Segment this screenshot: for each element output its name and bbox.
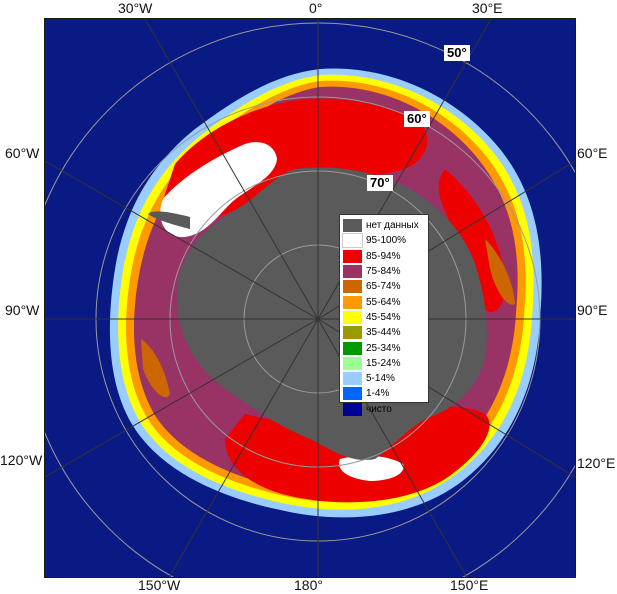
lon-label-150e: 150°E (450, 577, 489, 593)
legend-label: 15-24% (366, 357, 401, 369)
ice-pack-85-94-east (438, 169, 506, 313)
antarctic-peninsula (148, 211, 190, 229)
legend-swatch (343, 402, 362, 416)
legend-swatch (343, 280, 362, 294)
lon-label-120e: 120°E (577, 455, 616, 471)
legend-swatch (343, 326, 362, 340)
legend-item: 65-74% (343, 279, 425, 294)
legend-label: чисто (366, 403, 392, 415)
lon-label-0: 0° (309, 0, 323, 16)
legend-label: 25-34% (366, 342, 401, 354)
lat-label-60: 60° (404, 111, 430, 127)
lon-label-60w: 60°W (5, 145, 40, 161)
lat-label-50: 50° (444, 45, 470, 61)
lon-label-90e: 90°E (577, 302, 608, 318)
legend-item: 95-100% (342, 233, 425, 249)
legend-swatch (343, 295, 362, 309)
lon-label-30e: 30°E (472, 0, 503, 16)
legend-item: чисто (343, 402, 425, 417)
legend-label: 75-84% (366, 266, 401, 278)
legend-label: 95-100% (366, 235, 407, 247)
legend-label: 65-74% (366, 281, 401, 293)
lon-label-150w: 150°W (138, 577, 181, 593)
legend-label: 35-44% (366, 327, 401, 339)
legend-item: 75-84% (343, 264, 425, 279)
legend-item: нет данных (343, 218, 425, 233)
legend-swatch (343, 372, 362, 386)
legend-item: 1-4% (343, 386, 425, 401)
lon-label-180: 180° (294, 577, 323, 593)
lon-label-60e: 60°E (577, 145, 608, 161)
legend-label: 5-14% (366, 373, 395, 385)
legend-swatch (343, 356, 362, 370)
legend-item: 15-24% (343, 356, 425, 371)
ice-pack-65-74-east (485, 239, 515, 305)
legend-item: 25-34% (343, 340, 425, 355)
legend-swatch (343, 249, 362, 263)
legend-item: 85-94% (343, 249, 425, 264)
legend-label: нет данных (366, 220, 419, 232)
legend-label: 85-94% (366, 250, 401, 262)
lon-label-30w: 30°W (118, 0, 153, 16)
legend-item: 35-44% (343, 325, 425, 340)
lon-label-90w: 90°W (5, 302, 40, 318)
legend-label: 55-64% (366, 296, 401, 308)
legend-item: 5-14% (343, 371, 425, 386)
legend-swatch (342, 233, 363, 249)
legend: нет данных 95-100% 85-94% 75-84% 65-74% 55-64… (339, 214, 429, 416)
meridians (45, 19, 575, 577)
ice-pack-65-74-west (141, 339, 170, 398)
lat-label-70: 70° (367, 175, 393, 191)
legend-label: 1-4% (366, 388, 390, 400)
polar-projection (45, 19, 575, 577)
ice-pack-95-100-weddell (160, 142, 277, 238)
legend-label: 45-54% (366, 311, 401, 323)
legend-swatch (343, 310, 362, 324)
sea-ice-map (44, 18, 576, 578)
legend-swatch (343, 387, 362, 401)
legend-swatch (343, 341, 362, 355)
legend-item: 55-64% (343, 294, 425, 309)
legend-swatch (343, 265, 362, 279)
legend-swatch (343, 219, 362, 233)
legend-item: 45-54% (343, 310, 425, 325)
lon-label-120w: 120°W (0, 452, 43, 468)
